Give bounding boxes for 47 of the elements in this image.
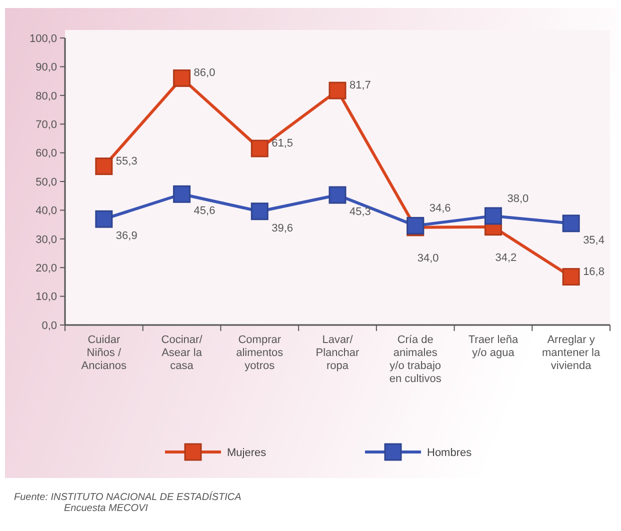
x-tick-label: Arreglar y mantener la vivienda — [542, 334, 601, 372]
x-tick-label: Cocinar/ Asear la casa — [161, 334, 204, 372]
point — [250, 140, 268, 158]
point — [250, 202, 268, 220]
data-label: 55,3 — [116, 155, 138, 168]
y-tick-label: 80,0 — [36, 90, 57, 102]
point — [484, 207, 502, 225]
data-label: 34,6 — [429, 202, 451, 215]
data-label: 16,8 — [583, 266, 604, 278]
point — [173, 185, 191, 203]
x-tick-label: Cría de animales y/o trabajo en cultivos — [389, 334, 442, 385]
point — [562, 214, 580, 232]
data-label: 45,6 — [194, 205, 216, 218]
point — [328, 82, 346, 100]
data-label: 81,7 — [350, 80, 371, 92]
y-tick-label: 90,0 — [36, 62, 57, 74]
x-tick-label: Cuidar Niños / Ancianos — [81, 334, 128, 372]
point — [95, 210, 113, 228]
y-tick-label: 40,0 — [36, 205, 57, 218]
data-label: 61,5 — [272, 137, 294, 150]
y-tick-label: 50,0 — [36, 176, 57, 188]
data-label: 38,0 — [507, 192, 529, 205]
y-tick-label: 100,0 — [29, 32, 57, 45]
data-label: 35,4 — [583, 234, 604, 246]
data-label: 39,6 — [272, 222, 294, 234]
legend-label: Hombres — [427, 446, 472, 459]
legend-label: Mujeres — [227, 446, 267, 459]
y-tick-label: 70,0 — [36, 118, 57, 131]
data-label: 86,0 — [194, 67, 216, 80]
source-note: Fuente: INSTITUTO NACIONAL DE ESTADÍSTICA — [14, 491, 242, 503]
y-tick-label: 0,0 — [42, 320, 57, 332]
x-tick-label: Traer leña y/o agua — [468, 334, 519, 359]
y-tick-label: 30,0 — [36, 234, 57, 246]
point — [328, 186, 346, 204]
point — [562, 268, 580, 286]
data-label: 34,2 — [495, 252, 517, 264]
y-tick-label: 10,0 — [36, 291, 57, 304]
data-label: 36,9 — [116, 230, 138, 242]
point — [173, 69, 191, 87]
data-label: 34,0 — [417, 252, 439, 264]
point — [95, 158, 113, 176]
y-tick-label: 60,0 — [36, 148, 57, 160]
x-tick-label: Comprar alimentos yotros — [236, 334, 284, 372]
y-tick-label: 20,0 — [36, 262, 57, 274]
data-label: 45,3 — [350, 206, 371, 218]
text: Encuesta MECOVI — [64, 503, 148, 514]
x-tick-label: Lavar/ Planchar ropa — [316, 334, 360, 372]
